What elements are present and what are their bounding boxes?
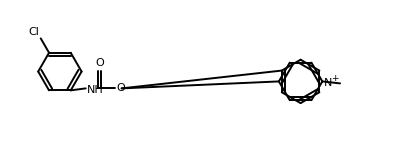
Text: NH: NH <box>87 85 104 95</box>
Text: Cl: Cl <box>28 27 39 37</box>
Text: O: O <box>116 83 125 93</box>
Text: +: + <box>331 74 339 83</box>
Text: N: N <box>324 78 333 88</box>
Text: O: O <box>95 58 104 68</box>
